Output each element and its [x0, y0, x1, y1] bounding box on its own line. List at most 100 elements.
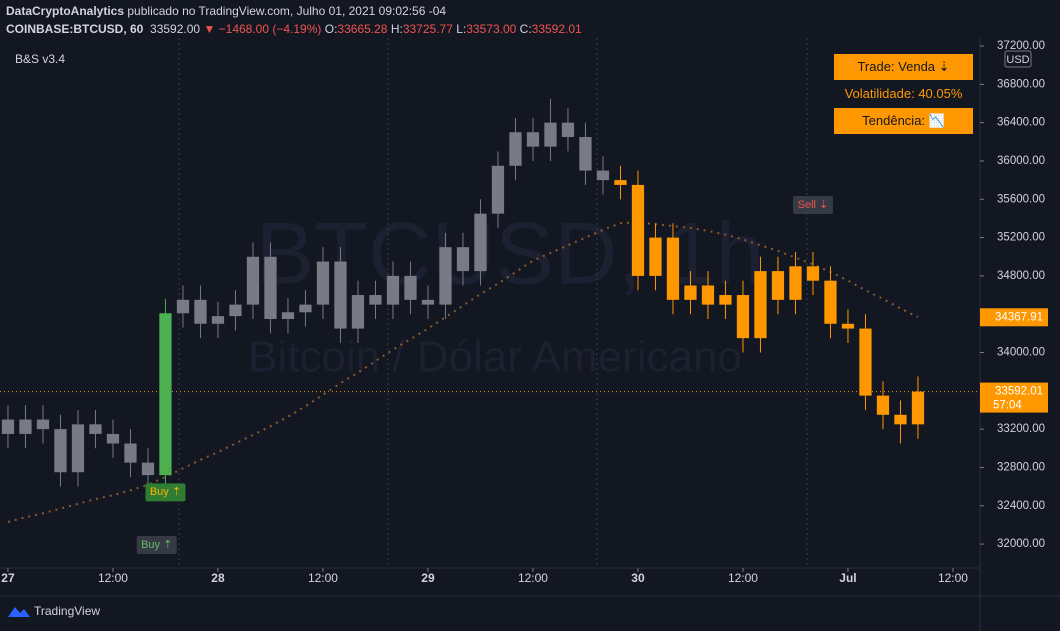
y-tick-label: 36000.00 — [997, 155, 1045, 167]
trade-box: Trade: Venda ⇣ — [834, 54, 973, 80]
y-tick-label: 32800.00 — [997, 461, 1045, 473]
currency-box — [1004, 50, 1032, 68]
change: ▼ −1468.00 (−4.19%) — [203, 22, 322, 36]
indicator-name: B&S v3.4 — [15, 52, 65, 66]
candle-body — [754, 271, 767, 339]
candle-body — [299, 304, 312, 313]
x-tick-label: 30 — [631, 571, 645, 585]
candle-body — [841, 323, 855, 329]
ohlc-value: 33573.00 — [466, 22, 517, 36]
candle-body — [789, 266, 802, 300]
candle-body — [36, 419, 50, 430]
x-tick-label: Jul — [839, 571, 856, 585]
y-tick-label: 36800.00 — [997, 78, 1045, 90]
volatility-box: Volatilidade: 40.05% — [844, 86, 963, 101]
candle-body — [386, 275, 400, 305]
candle-body — [561, 122, 575, 138]
ohlc-label: L: — [456, 22, 467, 36]
price-label-box — [980, 382, 1048, 413]
y-tick-label: 34800.00 — [997, 270, 1045, 282]
candle-body — [369, 295, 382, 305]
candle-body — [684, 285, 697, 300]
candle-body — [456, 247, 470, 272]
candle-body — [631, 184, 645, 276]
x-tick-label: 12:00 — [308, 571, 338, 585]
ohlc-label: H: — [390, 22, 403, 36]
countdown: 57:04 — [993, 400, 1022, 412]
y-tick-label: 32000.00 — [997, 538, 1045, 550]
header-line-2: COINBASE:BTCUSD, 60 33592.00 ▼ −1468.00 … — [6, 22, 582, 36]
ohlc-value: 33725.77 — [402, 22, 453, 36]
candle-body — [281, 312, 295, 319]
price: 33592.00 — [150, 22, 201, 36]
header-line-1: DataCryptoAnalytics publicado no Trading… — [6, 4, 446, 18]
candle-body — [194, 299, 207, 324]
x-tick-label: 12:00 — [518, 571, 548, 585]
price-label: 33592.01 — [995, 386, 1043, 398]
candle-body — [176, 299, 190, 314]
x-tick-label: 12:00 — [938, 571, 968, 585]
candle-body — [316, 261, 330, 305]
ohlc-value: 33665.28 — [337, 22, 388, 36]
candle-body — [474, 213, 487, 272]
candle-body — [876, 395, 890, 415]
candle-body — [894, 414, 907, 425]
watermark-description: Bitcoin / Dólar Americano — [248, 333, 742, 382]
candle-body — [89, 424, 102, 434]
candle-body — [211, 316, 225, 324]
currency: USD — [1006, 54, 1029, 66]
candle-body — [719, 295, 732, 305]
candle-body — [106, 433, 120, 444]
candle-body — [911, 391, 925, 425]
signal-box — [136, 536, 177, 555]
y-tick-label: 33200.00 — [997, 423, 1045, 435]
signal-label: Buy ⇡ — [150, 486, 181, 498]
candle-body — [19, 419, 32, 434]
price-label: 34367.91 — [995, 311, 1043, 323]
y-tick-label: 32400.00 — [997, 500, 1045, 512]
ohlc-value: 33592.01 — [531, 22, 582, 36]
candle-body — [596, 170, 610, 181]
candle-body — [159, 313, 172, 476]
symbol: COINBASE:BTCUSD, 60 — [6, 22, 144, 36]
trend-box: Tendência: 📉 — [834, 108, 973, 134]
y-tick-label: 36400.00 — [997, 117, 1045, 129]
candle-body — [666, 237, 680, 300]
y-tick-label: 37200.00 — [997, 40, 1045, 52]
footer-brand: TradingView — [34, 604, 100, 618]
candle-body — [54, 429, 67, 473]
candle-body — [649, 237, 662, 276]
candle-body — [824, 280, 837, 324]
candle-body — [526, 132, 540, 147]
candle-body — [579, 137, 592, 171]
candle-body — [491, 165, 505, 214]
candle-body — [544, 122, 557, 147]
candle-body — [859, 328, 872, 396]
x-tick-label: 29 — [421, 571, 435, 585]
candle-body — [71, 424, 85, 473]
signal-label: Buy ⇡ — [141, 539, 172, 551]
ohlc: O:33665.28 H:33725.77 L:33573.00 C:33592… — [325, 22, 582, 36]
candle-body — [229, 304, 242, 317]
candle-body — [701, 285, 715, 305]
published: publicado no TradingView.com, Julho 01, … — [127, 4, 447, 18]
candle-body — [771, 271, 785, 300]
x-tick-label: 12:00 — [98, 571, 128, 585]
signal-box — [145, 483, 186, 502]
signal-box — [792, 196, 833, 215]
ohlc-label: C: — [519, 22, 532, 36]
candle-body — [124, 443, 137, 463]
y-tick-label: 34000.00 — [997, 347, 1045, 359]
signal-label: Sell ⇣ — [798, 199, 829, 211]
candle-body — [509, 132, 522, 166]
candle-body — [246, 256, 260, 305]
x-tick-label: 28 — [211, 571, 225, 585]
y-tick-label: 35600.00 — [997, 193, 1045, 205]
ohlc-label: O: — [324, 22, 338, 36]
candle-body — [439, 247, 452, 305]
candle-body — [1, 419, 15, 434]
x-tick-label: 27 — [1, 571, 15, 585]
